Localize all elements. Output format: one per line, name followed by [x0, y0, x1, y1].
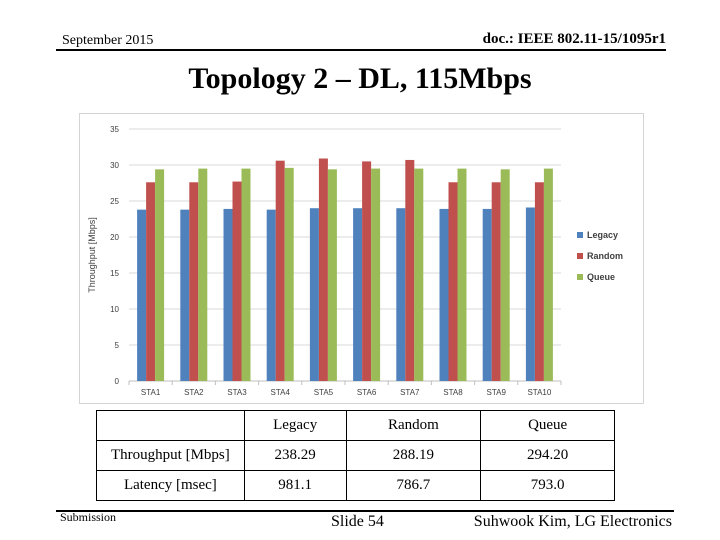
table-header-cell: Queue: [480, 410, 615, 441]
legend-swatch-legacy: [577, 232, 583, 238]
bar-queue: [155, 169, 165, 381]
x-tick-label: STA4: [270, 388, 290, 397]
footer-slide-number: Slide 54: [331, 513, 384, 530]
x-tick-label: STA8: [443, 388, 463, 397]
bar-queue: [241, 168, 251, 381]
header-date: September 2015: [62, 33, 154, 48]
y-tick-label: 25: [110, 197, 119, 206]
bar-legacy: [223, 208, 233, 381]
bar-legacy: [353, 208, 363, 381]
chart-canvas: 0 5 10 15 20 25 30 35 Throughput [Mbps] STA1 STA2 S…: [87, 125, 623, 397]
legend-swatch-random: [577, 253, 583, 259]
x-tick-label: STA3: [227, 388, 247, 397]
bar-legacy: [266, 209, 276, 381]
bar-queue: [284, 167, 294, 381]
bar-legacy: [309, 208, 319, 381]
table-cell: Latency [msec]: [96, 470, 245, 501]
table-cell: 981.1: [243, 470, 347, 501]
bar-legacy: [439, 208, 449, 381]
slide-title: Topology 2 – DL, 115Mbps: [188, 62, 532, 95]
bar-queue: [457, 168, 467, 381]
x-tick-label: STA6: [357, 388, 377, 397]
y-tick-label: 30: [110, 161, 119, 170]
table-header-cell: Legacy: [243, 410, 347, 441]
table-row: Latency [msec] 981.1 786.7 793.0: [96, 470, 615, 501]
bar-queue: [327, 169, 337, 381]
bar-queue: [371, 168, 381, 381]
y-axis-label: Throughput [Mbps]: [87, 217, 97, 293]
throughput-chart: 0 5 10 15 20 25 30 35 Throughput [Mbps] STA1 STA2 S…: [79, 113, 644, 404]
bar-random: [146, 182, 156, 381]
table-cell: 786.7: [345, 470, 482, 501]
bar-random: [232, 181, 242, 381]
bar-random: [491, 182, 501, 381]
table-row: Throughput [Mbps] 238.29 288.19 294.20: [96, 440, 615, 471]
bar-legacy: [525, 207, 535, 381]
x-tick-label: STA5: [314, 388, 334, 397]
bar-legacy: [137, 209, 147, 381]
y-tick-label: 10: [110, 305, 119, 314]
y-tick-label: 20: [110, 233, 119, 242]
bar-random: [318, 158, 328, 381]
bar-random: [275, 160, 285, 381]
legend-label: Queue: [587, 272, 615, 282]
x-tick-label: STA1: [141, 388, 161, 397]
legend-label: Random: [587, 251, 623, 261]
bar-queue: [543, 168, 553, 381]
footer-divider: [56, 510, 674, 512]
legend-label: Legacy: [587, 230, 618, 240]
y-tick-label: 35: [110, 125, 119, 134]
bar-legacy: [396, 208, 406, 381]
bar-legacy: [482, 208, 492, 381]
x-tick-label: STA7: [400, 388, 420, 397]
x-tick-label: STA2: [184, 388, 204, 397]
bar-queue: [198, 168, 208, 381]
bar-queue: [500, 169, 510, 381]
table-cell: 294.20: [480, 440, 615, 471]
y-tick-label: 5: [115, 341, 120, 350]
x-tick-label: STA10: [527, 388, 551, 397]
bar-legacy: [180, 209, 190, 381]
table-cell: 793.0: [480, 470, 615, 501]
header-divider: [56, 49, 666, 51]
legend-swatch-queue: [577, 274, 583, 280]
table-header-row: Legacy Random Queue: [96, 410, 615, 441]
x-tick-label: STA9: [486, 388, 506, 397]
results-table: Legacy Random Queue Throughput [Mbps] 23…: [96, 410, 615, 501]
footer-author: Suhwook Kim, LG Electronics: [473, 513, 672, 530]
bar-random: [448, 182, 458, 381]
table-cell: 288.19: [345, 440, 482, 471]
footer-submission: Submission: [60, 510, 117, 524]
bar-queue: [414, 168, 424, 381]
table-cell: Throughput [Mbps]: [96, 440, 245, 471]
y-tick-label: 15: [110, 269, 119, 278]
header-doc-id: doc.: IEEE 802.11-15/1095r1: [482, 31, 666, 47]
y-tick-label: 0: [115, 377, 120, 386]
table-header-cell: [96, 410, 245, 441]
table-header-cell: Random: [345, 410, 482, 441]
bar-random: [405, 159, 415, 381]
bar-random: [534, 182, 544, 381]
bar-random: [362, 161, 372, 381]
table-cell: 238.29: [243, 440, 347, 471]
bar-random: [189, 182, 199, 381]
